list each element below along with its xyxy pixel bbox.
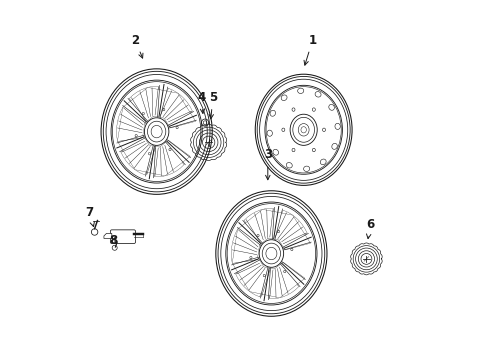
Text: 6: 6 (365, 218, 373, 239)
Polygon shape (231, 229, 259, 264)
Polygon shape (269, 265, 298, 299)
Text: 5: 5 (208, 91, 217, 119)
Ellipse shape (314, 91, 321, 97)
Ellipse shape (285, 162, 292, 168)
Ellipse shape (266, 130, 272, 136)
Polygon shape (104, 233, 112, 238)
Polygon shape (129, 86, 159, 120)
Text: 3: 3 (263, 148, 271, 180)
Ellipse shape (320, 159, 325, 165)
Polygon shape (235, 261, 267, 297)
Ellipse shape (331, 143, 337, 149)
Ellipse shape (328, 104, 334, 110)
Polygon shape (117, 87, 195, 176)
Polygon shape (244, 208, 273, 242)
Text: 1: 1 (304, 33, 316, 65)
Polygon shape (121, 139, 152, 175)
Polygon shape (154, 143, 183, 177)
Polygon shape (275, 210, 306, 246)
Polygon shape (232, 210, 310, 298)
Text: 4: 4 (197, 91, 205, 113)
Text: 7: 7 (85, 207, 94, 226)
Ellipse shape (297, 88, 303, 94)
Circle shape (112, 245, 117, 250)
Ellipse shape (281, 95, 286, 100)
Text: 8: 8 (109, 234, 118, 247)
Ellipse shape (272, 149, 278, 155)
Polygon shape (161, 88, 192, 125)
Polygon shape (116, 107, 144, 142)
Ellipse shape (269, 110, 275, 116)
FancyBboxPatch shape (110, 230, 135, 243)
Ellipse shape (303, 166, 309, 171)
Circle shape (91, 229, 98, 235)
Text: 2: 2 (131, 33, 142, 58)
Ellipse shape (334, 123, 340, 130)
